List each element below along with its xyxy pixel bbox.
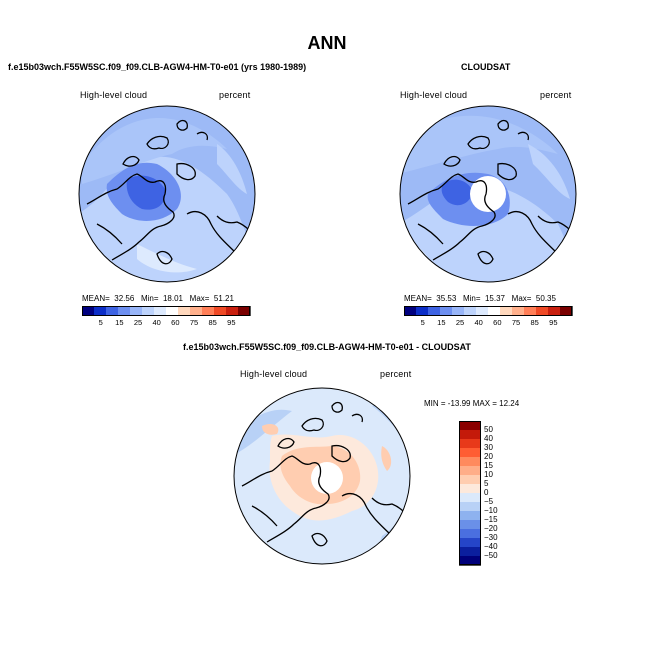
page-title: ANN [307, 33, 347, 53]
panel-1-colorbar-tick-label: 5 [98, 318, 103, 327]
panel-2-colorbar-tick-label: 75 [511, 318, 521, 327]
panel-2-stats: MEAN= 35.53 Min= 15.37 Max= 50.35 [404, 294, 556, 303]
panel-2-colorbar-tick-label: 25 [455, 318, 465, 327]
panel-3-colorbar-tick-label: 20 [484, 452, 493, 461]
panel-3-colorbar-tick-label: −10 [484, 506, 498, 515]
panel-3-colorbar-tick-label: 0 [484, 488, 489, 497]
panel-2-variable-label: High-level cloud [400, 90, 468, 100]
panel-1-stats: MEAN= 32.56 Min= 18.01 Max= 51.21 [82, 294, 234, 303]
panel-3-colorbar-tick-label: 40 [484, 434, 493, 443]
panel-2-min: 15.37 [484, 294, 505, 303]
panel-3-colorbar-tick-label: −5 [484, 497, 494, 506]
panel-3-colorbar-tick-label: −15 [484, 515, 498, 524]
panel-3-colorbar-tick-label: 30 [484, 443, 493, 452]
panel-3-colorbar-tick-label: −20 [484, 524, 498, 533]
panel-2-units-label: percent [540, 90, 572, 100]
panel-2-max: 50.35 [535, 294, 556, 303]
panel-3-colorbar-tick-label: −40 [484, 542, 498, 551]
panel-3-title: f.e15b03wch.F55W5SC.f09_f09.CLB-AGW4-HM-… [183, 342, 471, 352]
panel-2-polar-map [399, 105, 577, 283]
panel-1-units-label: percent [219, 90, 251, 100]
panel-2-title: CLOUDSAT [461, 62, 511, 72]
panel-1-colorbar-tick-label: 25 [133, 318, 143, 327]
panel-1-colorbar-swatch [238, 306, 251, 316]
panel-1-colorbar-tick-label: 40 [152, 318, 161, 327]
panel-3-polar-map [233, 387, 411, 565]
panel-3-colorbar-tick-label: 10 [484, 470, 493, 479]
panel-1-polar-map [78, 105, 256, 283]
panel-3-units-label: percent [380, 369, 412, 379]
panel-3-colorbar-swatch [459, 556, 481, 566]
panel-2-colorbar-ticks: 5 15 25 40 60 75 85 95 [404, 318, 572, 328]
panel-1-min: 18.01 [162, 294, 183, 303]
panel-1-colorbar-tick-label: 60 [171, 318, 180, 327]
panel-1-title: f.e15b03wch.F55W5SC.f09_f09.CLB-AGW4-HM-… [8, 62, 307, 72]
panel-1-colorbar-tick-label: 75 [189, 318, 199, 327]
panel-2-colorbar-tick-label: 15 [437, 318, 446, 327]
panel-2-colorbar [404, 306, 573, 316]
panel-2-colorbar-tick-label: 85 [530, 318, 539, 327]
panel-1-colorbar [82, 306, 251, 316]
panel-1-colorbar-ticks: 5 15 25 40 60 75 85 95 [82, 318, 250, 328]
panel-3-colorbar [459, 421, 481, 566]
panel-3-colorbar-tick-label: −50 [484, 551, 498, 560]
panel-2-colorbar-swatch [560, 306, 573, 316]
panel-2-colorbar-tick-label: 5 [420, 318, 425, 327]
panel-3-colorbar-tick-label: 5 [484, 479, 489, 488]
panel-1-variable-label: High-level cloud [80, 90, 148, 100]
panel-1-colorbar-tick-label: 95 [227, 318, 236, 327]
panel-1-colorbar-tick-label: 85 [208, 318, 217, 327]
panel-3-stats: MIN = -13.99 MAX = 12.24 [424, 399, 520, 408]
panel-1-max: 51.21 [213, 294, 234, 303]
panel-3-variable-label: High-level cloud [240, 369, 308, 379]
panel-3-colorbar-tick-label: 15 [484, 461, 493, 470]
panel-3-colorbar-tick-label: −30 [484, 533, 498, 542]
panel-3-colorbar-labels: 50 40 30 20 15 10 5 0 −5 −10 −15 −20 −30 −40 −50 [484, 421, 524, 565]
panel-2-mean: 35.53 [436, 294, 457, 303]
panel-2-colorbar-tick-label: 40 [474, 318, 483, 327]
panel-2-colorbar-tick-label: 95 [549, 318, 558, 327]
panel-1-mean: 32.56 [114, 294, 135, 303]
panel-1-colorbar-tick-label: 15 [115, 318, 124, 327]
panel-3-colorbar-tick-label: 50 [484, 425, 493, 434]
panel-2-colorbar-tick-label: 60 [493, 318, 502, 327]
